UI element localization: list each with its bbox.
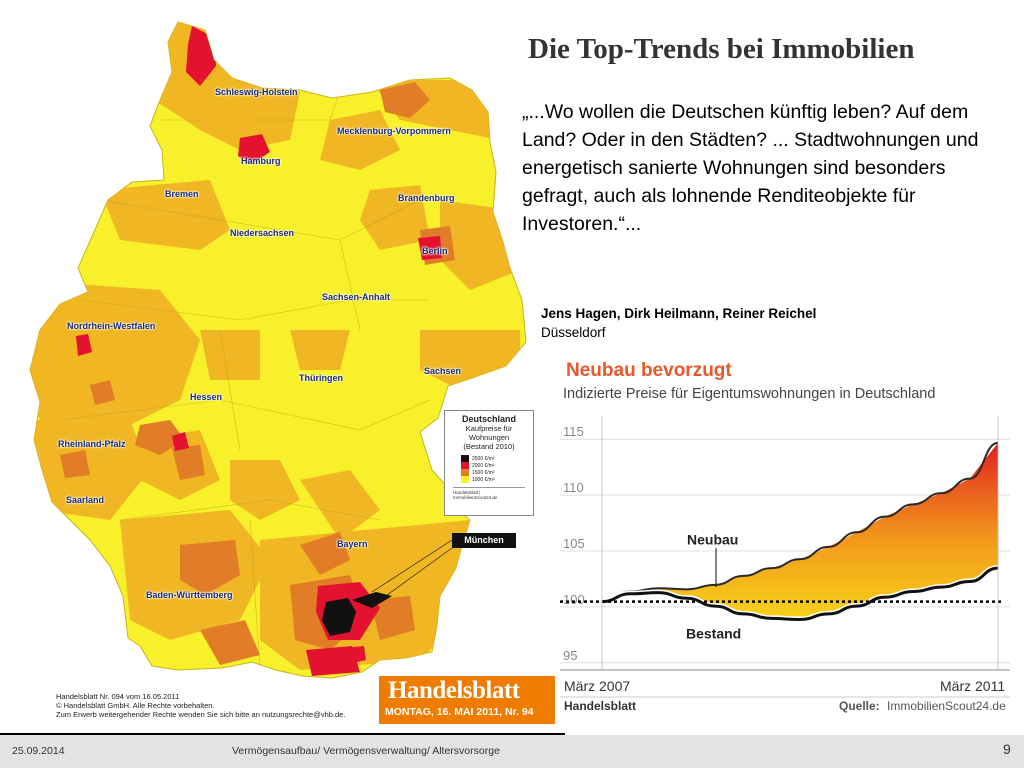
series-label-neubau: Neubau — [687, 532, 738, 548]
handelsblatt-logo-text: Handelsblatt — [388, 677, 520, 704]
chart-y-ticks: 95 100 105 110 115 — [563, 424, 585, 663]
label-niedersachsen: Niedersachsen — [230, 228, 295, 238]
chart-title: Neubau bevorzugt — [566, 360, 732, 381]
x-label-start: März 2007 — [564, 678, 630, 694]
label-nordrhein-westfalen: Nordrhein-Westfalen — [67, 321, 156, 331]
map-copyright-caption: Handelsblatt Nr. 094 vom 16.05.2011 © Ha… — [56, 692, 345, 719]
legend-footer: Handelsblatt | ImmobilienScout24.de — [453, 487, 525, 500]
muenchen-callout-lines — [371, 539, 453, 607]
label-thueringen: Thüringen — [299, 373, 343, 383]
map-legend: Deutschland Kaufpreise für Wohnungen (Be… — [444, 410, 534, 516]
label-sachsen: Sachsen — [424, 366, 462, 376]
legend-subtitle-2: Wohnungen — [468, 433, 510, 442]
legend-swatch-2500 — [461, 455, 469, 462]
legend-label-2500: 2500 €/m² — [472, 455, 495, 462]
chart-publisher: Handelsblatt — [564, 699, 636, 713]
chart-source: Quelle: ImmobilienScout24.de — [839, 699, 1006, 713]
y-tick-label: 105 — [563, 536, 585, 551]
source-prefix: Quelle: — [839, 699, 880, 713]
legend-item-1500: 1500 €/m² — [461, 469, 533, 476]
neubau-bestand-area — [602, 442, 998, 620]
legend-subtitle-3: (Bestand 2010) — [463, 442, 515, 451]
legend-label-1000: 1000 €/m² — [472, 476, 495, 483]
series-label-bestand: Bestand — [686, 626, 741, 642]
legend-item-2500: 2500 €/m² — [461, 455, 533, 462]
legend-swatch-1500 — [461, 469, 469, 476]
legend-label-1500: 1500 €/m² — [472, 469, 495, 476]
quote-authors: Jens Hagen, Dirk Heilmann, Reiner Reiche… — [541, 306, 817, 321]
series-line-neubau — [601, 441, 999, 602]
y-tick-label: 110 — [563, 480, 584, 495]
footer-rule — [0, 733, 565, 735]
label-bremen: Bremen — [165, 189, 199, 199]
caption-line-1: Handelsblatt Nr. 094 vom 16.05.2011 — [56, 692, 180, 701]
footer-text: Vermögensaufbau/ Vermögensverwaltung/ Al… — [232, 745, 500, 757]
label-brandenburg: Brandenburg — [398, 193, 455, 203]
series-line-bestand — [601, 566, 999, 622]
legend-item-2000: 2000 €/m² — [461, 462, 533, 469]
legend-label-2000: 2000 €/m² — [472, 462, 495, 469]
label-mecklenburg-vorpommern: Mecklenburg-Vorpommern — [337, 126, 451, 136]
slide-title: Die Top-Trends bei Immobilien — [528, 33, 915, 65]
muenchen-callout-tag: München — [452, 533, 516, 548]
quote-text: „...Wo wollen die Deutschen künftig lebe… — [522, 101, 979, 235]
footer-date: 25.09.2014 — [12, 745, 65, 757]
label-saarland: Saarland — [66, 495, 105, 505]
legend-swatch-2000 — [461, 462, 469, 469]
label-baden-wuerttemberg: Baden-Württemberg — [146, 590, 233, 600]
label-sachsen-anhalt: Sachsen-Anhalt — [322, 292, 391, 302]
legend-subtitle-1: Kaufpreise für — [465, 424, 513, 433]
caption-line-3: Zum Erwerb weitergehender Rechte wenden … — [56, 710, 346, 719]
label-schleswig-holstein: Schleswig-Holstein — [215, 87, 298, 97]
legend-item-1000: 1000 €/m² — [461, 476, 533, 483]
label-hessen: Hessen — [190, 392, 223, 402]
map-price-zones — [30, 22, 520, 676]
y-tick-label: 100 — [563, 592, 585, 607]
handelsblatt-issue-date: MONTAG, 16. MAI 2011, Nr. 94 — [385, 706, 534, 718]
quote-city: Düsseldorf — [541, 325, 606, 340]
germany-map-graphic — [29, 21, 527, 679]
label-berlin: Berlin — [422, 246, 448, 256]
handelsblatt-badge — [379, 676, 555, 724]
label-hamburg: Hamburg — [241, 156, 281, 166]
y-tick-label: 95 — [563, 648, 577, 663]
chart-subtitle: Indizierte Preise für Eigentumswohnungen… — [563, 386, 936, 402]
source-name: ImmobilienScout24.de — [887, 699, 1006, 713]
x-label-end: März 2011 — [940, 678, 1005, 694]
label-bayern: Bayern — [337, 539, 368, 549]
caption-line-2: © Handelsblatt GmbH. Alle Rechte vorbeha… — [56, 701, 215, 710]
page-number: 9 — [1003, 741, 1011, 757]
label-rheinland-pfalz: Rheinland-Pfalz — [58, 439, 126, 449]
footer-bar — [0, 735, 1024, 768]
y-tick-label: 115 — [563, 424, 584, 439]
germany-price-map: Schleswig-Holstein Mecklenburg-Vorpommer… — [29, 21, 527, 679]
legend-title: Deutschland — [461, 414, 516, 424]
legend-swatch-1000 — [461, 476, 469, 483]
